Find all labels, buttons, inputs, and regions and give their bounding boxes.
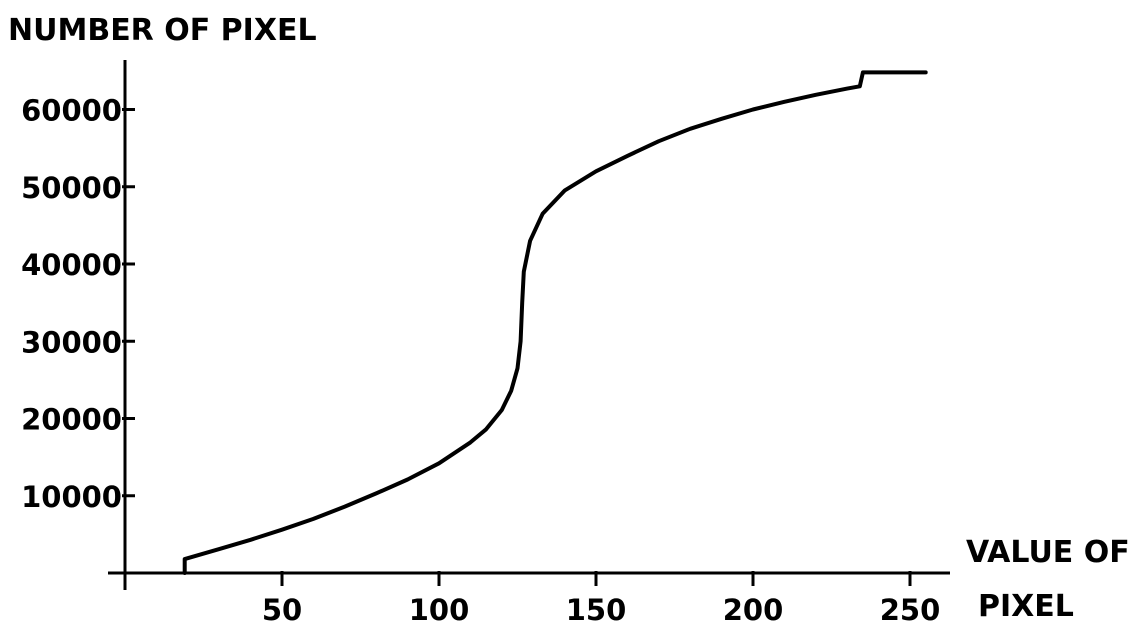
y-tick-label: 40000 — [21, 248, 122, 282]
y-tick-label: 60000 — [21, 94, 122, 128]
series — [182, 70, 928, 575]
y-tick-label: 20000 — [21, 403, 122, 437]
axes — [108, 60, 950, 590]
y-tick-label: 10000 — [21, 480, 122, 514]
x-tick-label: 200 — [723, 593, 784, 625]
ticks — [122, 108, 912, 586]
tick-labels: 50 100 150 200 250 10000 20000 30000 40000 50000 6… — [21, 94, 940, 625]
x-tick-label: 50 — [262, 593, 302, 625]
x-tick-label: 100 — [409, 593, 470, 625]
y-tick-label: 50000 — [21, 171, 122, 205]
x-tick-label: 250 — [880, 593, 941, 625]
y-tick-label: 30000 — [21, 325, 122, 359]
x-axis-label-line1: VALUE OF — [966, 535, 1130, 570]
series-line — [182, 70, 928, 575]
x-tick-label: 150 — [566, 593, 627, 625]
y-axis-label: NUMBER OF PIXEL — [8, 13, 317, 48]
x-axis-label-line2: PIXEL — [978, 589, 1074, 624]
